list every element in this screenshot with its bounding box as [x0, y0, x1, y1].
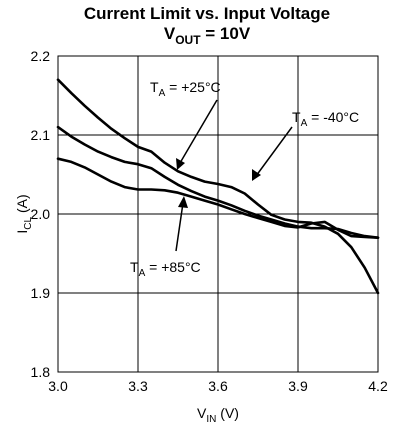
annotation-85c: TA = +85°C	[130, 259, 201, 279]
data-lines	[56, 78, 380, 295]
x-tick-label: 3.3	[128, 378, 148, 394]
x-axis-label: VIN (V)	[197, 405, 239, 425]
arrowhead-25c	[176, 158, 185, 170]
series-line-0	[56, 125, 380, 239]
y-tick-label: 1.8	[31, 364, 51, 380]
arrow-85c	[175, 202, 184, 252]
arrow-25c	[179, 99, 218, 164]
y-tick-label: 2.1	[31, 127, 51, 143]
arrowhead-minus40c	[252, 169, 261, 181]
x-tick-label: 3.9	[288, 378, 308, 394]
annotation-25c: TA = +25°C	[150, 79, 221, 99]
series-line-1	[56, 78, 380, 295]
y-tick-label: 1.9	[31, 285, 51, 301]
grid-lines	[57, 55, 379, 373]
chart-title: Current Limit vs. Input Voltage	[84, 4, 330, 23]
tick-labels: 3.0 3.3 3.6 3.9 4.2 1.8 1.9 2.0 2.1 2.2	[31, 48, 388, 394]
x-tick-label: 3.6	[208, 378, 228, 394]
y-tick-label: 2.0	[31, 206, 51, 222]
y-tick-label: 2.2	[31, 48, 51, 64]
annotation-minus40c: TA = -40°C	[292, 109, 359, 129]
x-tick-label: 4.2	[368, 378, 388, 394]
series-line-2	[56, 157, 380, 239]
y-axis-label: ICL (A)	[14, 194, 34, 233]
chart-subtitle: VOUT = 10V	[164, 24, 251, 47]
arrow-minus40c	[255, 126, 293, 177]
x-tick-label: 3.0	[48, 378, 68, 394]
arrowhead-85c	[178, 196, 188, 208]
